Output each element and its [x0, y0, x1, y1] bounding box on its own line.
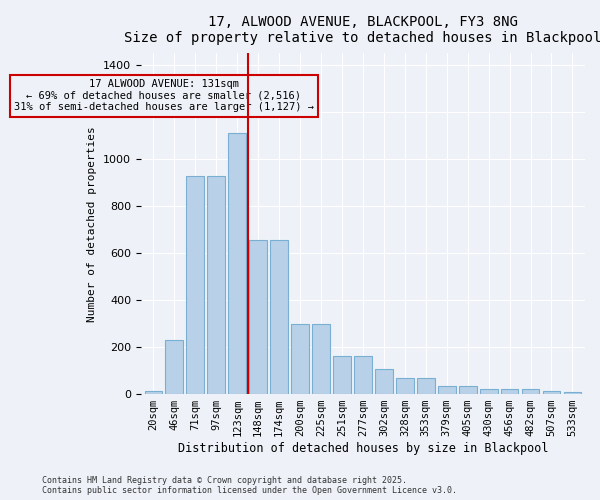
- X-axis label: Distribution of detached houses by size in Blackpool: Distribution of detached houses by size …: [178, 442, 548, 455]
- Bar: [291, 324, 309, 394]
- Text: 17 ALWOOD AVENUE: 131sqm
← 69% of detached houses are smaller (2,516)
31% of sem: 17 ALWOOD AVENUE: 131sqm ← 69% of detach…: [14, 79, 314, 112]
- Bar: [542, 390, 560, 394]
- Bar: [480, 389, 497, 394]
- Bar: [521, 389, 539, 394]
- Bar: [249, 240, 267, 394]
- Bar: [333, 356, 351, 394]
- Bar: [354, 356, 372, 394]
- Bar: [187, 176, 204, 394]
- Bar: [208, 176, 225, 394]
- Bar: [459, 386, 476, 394]
- Bar: [229, 133, 246, 394]
- Bar: [563, 392, 581, 394]
- Text: Contains HM Land Registry data © Crown copyright and database right 2025.
Contai: Contains HM Land Registry data © Crown c…: [42, 476, 457, 495]
- Bar: [500, 389, 518, 394]
- Bar: [145, 390, 163, 394]
- Bar: [312, 324, 330, 394]
- Bar: [438, 386, 455, 394]
- Bar: [375, 370, 393, 394]
- Bar: [270, 240, 288, 394]
- Title: 17, ALWOOD AVENUE, BLACKPOOL, FY3 8NG
Size of property relative to detached hous: 17, ALWOOD AVENUE, BLACKPOOL, FY3 8NG Si…: [124, 15, 600, 45]
- Bar: [396, 378, 414, 394]
- Y-axis label: Number of detached properties: Number of detached properties: [88, 126, 97, 322]
- Bar: [417, 378, 434, 394]
- Bar: [166, 340, 183, 394]
